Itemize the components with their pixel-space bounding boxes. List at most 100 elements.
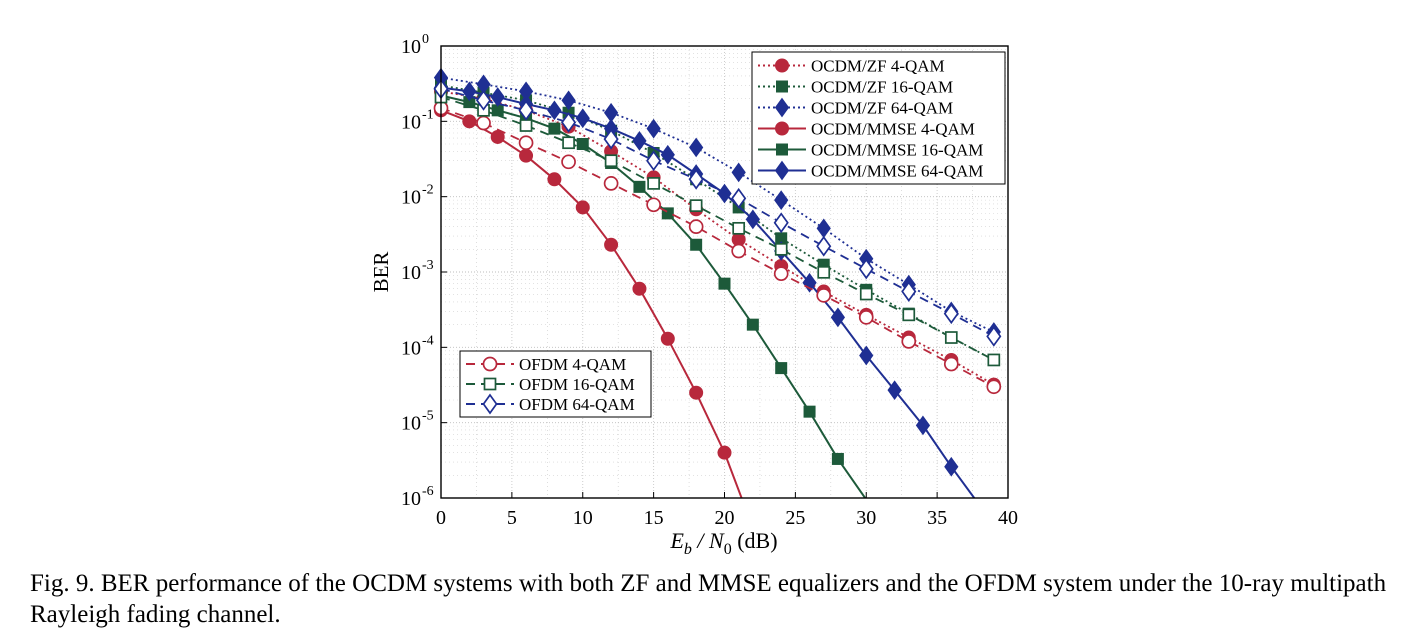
- data-point-ocdm-mmse-4-qam: [462, 114, 477, 129]
- x-axis-label: Eb / N0 (dB): [669, 528, 777, 558]
- data-point-ocdm-mmse-64-qam: [915, 415, 931, 436]
- data-point-ocdm-mmse-4-qam: [604, 237, 619, 252]
- legend-label-ofdm-64-qam: OFDM 64-QAM: [519, 395, 635, 414]
- data-point-ocdm-mmse-16-qam: [803, 405, 816, 418]
- y-tick-label--3: 10: [401, 262, 421, 284]
- data-point-ofdm-16-qam: [689, 199, 703, 212]
- data-point-ocdm-mmse-64-qam: [462, 81, 477, 102]
- y-tick-exponent--2: -2: [422, 183, 434, 198]
- data-point-ofdm-64-qam: [731, 187, 747, 209]
- series-ofdm-16-qam: [434, 90, 1001, 367]
- data-point-ofdm-4-qam: [986, 379, 1002, 395]
- x-tick-label-25: 25: [785, 507, 805, 529]
- legend-label-ocdm-zf-4-qam: OCDM/ZF 4-QAM: [811, 57, 945, 76]
- x-label-sub-0: 0: [724, 541, 732, 558]
- legend-marker-ocdm-zf-4-qam: [775, 58, 789, 73]
- legend-marker-ofdm-64-qam: [482, 393, 498, 415]
- series-line-ocdm-zf-4-qam: [441, 90, 995, 386]
- x-tick-label-20: 20: [715, 507, 735, 529]
- y-tick-exponent--4: -4: [422, 333, 434, 348]
- data-point-ofdm-64-qam: [646, 150, 662, 172]
- data-point-ocdm-zf-64-qam: [646, 118, 661, 139]
- series-ocdm-mmse-4-qam: [434, 103, 743, 498]
- data-point-ofdm-4-qam: [646, 197, 661, 213]
- data-point-ocdm-zf-64-qam: [561, 90, 576, 111]
- data-point-ocdm-mmse-4-qam: [575, 200, 590, 215]
- x-label-sub-b: b: [684, 541, 692, 558]
- data-point-ofdm-64-qam: [475, 89, 492, 111]
- data-point-ocdm-mmse-16-qam: [746, 318, 759, 331]
- data-point-ofdm-64-qam: [901, 281, 917, 303]
- x-tick-label-40: 40: [998, 507, 1018, 529]
- data-point-ocdm-zf-64-qam: [689, 137, 704, 158]
- data-point-ofdm-64-qam: [518, 99, 534, 121]
- data-point-ofdm-16-qam: [774, 242, 788, 256]
- y-tick-exponent--5: -5: [422, 409, 434, 424]
- legend-top-right: OCDM/ZF 4-QAM OCDM/ZF 16-QAM OCDM/ZF 64-QA…: [751, 51, 1006, 185]
- data-point-ocdm-zf-64-qam: [816, 218, 831, 239]
- data-point-ocdm-mmse-4-qam: [660, 331, 675, 346]
- series-ofdm-64-qam: [433, 78, 1002, 347]
- series-line-ofdm-4-qam: [441, 107, 995, 388]
- series-line-ocdm-mmse-4-qam: [441, 109, 743, 498]
- data-point-ofdm-4-qam: [476, 115, 491, 131]
- legend-label-ocdm-zf-16-qam: OCDM/ZF 16-QAM: [811, 78, 953, 97]
- data-point-ofdm-16-qam: [732, 221, 746, 235]
- data-point-ocdm-mmse-4-qam: [632, 281, 647, 296]
- x-label-separator: / N: [692, 528, 725, 553]
- data-point-ocdm-mmse-64-qam: [547, 100, 562, 121]
- data-point-ocdm-zf-64-qam: [731, 162, 746, 183]
- legend-label-ofdm-16-qam: OFDM 16-QAM: [519, 375, 635, 394]
- data-point-ocdm-mmse-64-qam: [660, 144, 675, 165]
- legend-marker-ofdm-16-qam: [483, 377, 497, 391]
- data-point-ofdm-64-qam: [688, 168, 704, 190]
- data-point-ofdm-4-qam: [816, 287, 832, 303]
- x-tick-label-35: 35: [927, 507, 947, 529]
- data-point-ofdm-16-qam: [944, 331, 958, 344]
- series-layer: [433, 67, 1002, 498]
- data-point-ofdm-4-qam: [901, 334, 917, 349]
- x-tick-label-0: 0: [436, 507, 446, 529]
- data-point-ocdm-mmse-16-qam: [548, 122, 561, 135]
- x-tick-label-10: 10: [573, 507, 593, 529]
- data-point-ocdm-mmse-64-qam: [830, 307, 846, 328]
- data-point-ofdm-16-qam: [902, 308, 916, 322]
- legend-label-ocdm-mmse-64-qam: OCDM/MMSE 64-QAM: [811, 162, 983, 181]
- data-point-ocdm-mmse-16-qam: [633, 180, 646, 193]
- legend-label-ocdm-mmse-16-qam: OCDM/MMSE 16-QAM: [811, 141, 983, 160]
- y-tick-label--4: 10: [401, 337, 421, 359]
- data-point-ocdm-mmse-4-qam: [547, 172, 562, 187]
- y-tick-exponent--3: -3: [422, 258, 434, 273]
- data-point-ocdm-mmse-16-qam: [661, 207, 674, 220]
- data-point-ocdm-mmse-16-qam: [831, 452, 844, 465]
- y-tick-label--1: 10: [401, 111, 421, 133]
- series-line-ofdm-64-qam: [441, 87, 995, 338]
- data-point-ofdm-4-qam: [518, 135, 534, 151]
- data-point-ofdm-64-qam: [816, 235, 832, 257]
- data-point-ocdm-mmse-16-qam: [775, 362, 788, 375]
- legend-box: [751, 51, 1006, 185]
- data-point-ocdm-mmse-64-qam: [717, 183, 732, 204]
- series-line-ofdm-16-qam: [441, 96, 995, 361]
- data-point-ocdm-mmse-16-qam: [718, 277, 731, 290]
- data-point-ofdm-16-qam: [987, 353, 1001, 367]
- x-label-unit: (dB): [732, 528, 778, 553]
- legend-label-ocdm-mmse-4-qam: OCDM/MMSE 4-QAM: [811, 120, 975, 139]
- data-point-ofdm-4-qam: [943, 356, 959, 372]
- legend-marker-ocdm-zf-16-qam: [776, 80, 788, 93]
- legend-label-ocdm-zf-64-qam: OCDM/ZF 64-QAM: [811, 99, 953, 118]
- data-point-ofdm-16-qam: [647, 177, 660, 190]
- x-label-main: E: [669, 528, 684, 553]
- legend-marker-ocdm-zf-64-qam: [774, 97, 790, 118]
- data-point-ocdm-mmse-64-qam: [490, 87, 505, 107]
- legend-marker-ocdm-mmse-4-qam: [775, 121, 789, 136]
- x-tick-label-15: 15: [644, 507, 664, 529]
- data-point-ocdm-zf-64-qam: [774, 190, 789, 210]
- y-tick-exponent--6: -6: [422, 484, 434, 499]
- data-point-ocdm-mmse-64-qam: [632, 131, 647, 151]
- data-point-ofdm-64-qam: [943, 303, 959, 325]
- y-tick-exponent--1: -1: [422, 107, 434, 122]
- data-point-ofdm-4-qam: [603, 176, 619, 191]
